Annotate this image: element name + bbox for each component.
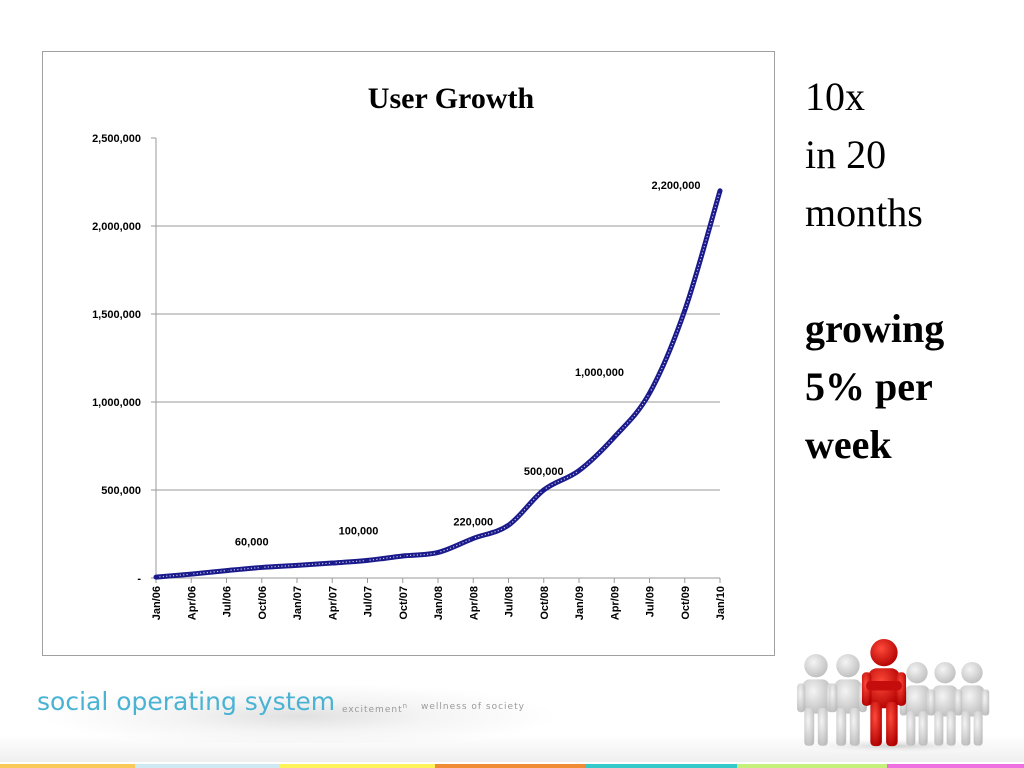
- color-strip-segment: [135, 764, 280, 768]
- brand-name: social operating system: [37, 687, 336, 716]
- color-strip-segment: [280, 764, 435, 768]
- brand-tagline-wellness: wellness of society: [421, 702, 525, 712]
- brand-logo: social operating system excitementn well…: [0, 665, 780, 755]
- x-tick-label: Apr/09: [609, 586, 621, 620]
- data-point: [577, 469, 581, 473]
- x-tick-label: Jan/10: [715, 586, 727, 620]
- x-tick-label: Jul/06: [222, 586, 234, 617]
- data-point: [542, 488, 546, 492]
- axes: [155, 138, 720, 579]
- data-point: [648, 391, 651, 395]
- callout-per: week: [805, 422, 892, 467]
- data-point: [260, 565, 264, 569]
- series-line: [153, 188, 723, 580]
- data-point: [471, 536, 475, 540]
- data-point: [436, 550, 440, 554]
- color-strip-segment: [585, 764, 737, 768]
- data-point: [612, 435, 616, 439]
- x-tick-label: Jan/08: [433, 586, 445, 620]
- callout-period: in 20: [805, 132, 887, 177]
- series-line-pattern: [155, 190, 721, 578]
- brand-tagline-excitement: excitementn: [342, 702, 408, 715]
- tagline-superscript: n: [402, 702, 409, 710]
- chart-frame: User Growth - 500,000 1,000,000 1,500,000 2,…: [42, 51, 775, 656]
- x-tick-label: Jul/07: [363, 586, 375, 617]
- data-point: [330, 561, 334, 565]
- data-labels: 60,000 100,000 220,000 500,000 1,000,000 2,20…: [235, 180, 701, 549]
- data-label: 100,000: [339, 525, 379, 537]
- x-tick-label: Jan/07: [292, 586, 304, 620]
- callout-gap: [805, 242, 1020, 300]
- data-point: [401, 554, 405, 558]
- x-tick-label: Jul/08: [504, 586, 516, 617]
- color-strip-segment: [0, 764, 135, 768]
- x-tick-label: Apr/08: [468, 586, 480, 620]
- y-tick-label: 2,000,000: [92, 221, 141, 233]
- x-tick-label: Apr/07: [327, 586, 339, 620]
- data-point: [189, 572, 193, 576]
- brand-swoosh-decoration: [40, 683, 560, 743]
- y-tick-label: 500,000: [101, 485, 141, 497]
- data-point: [507, 523, 510, 527]
- x-tick-label: Oct/09: [680, 586, 692, 620]
- data-point: [683, 308, 687, 312]
- callout-unit: months: [805, 190, 923, 235]
- data-point: [366, 558, 369, 562]
- team-member-figure: [829, 654, 867, 746]
- tagline-word: excitement: [342, 705, 403, 715]
- data-label: 60,000: [235, 536, 269, 548]
- data-point: [225, 569, 228, 573]
- footer-color-strip: [0, 764, 1024, 768]
- callout-growing: growing: [805, 306, 945, 351]
- callout-multiplier: 10x: [805, 74, 865, 119]
- color-strip-segment: [435, 764, 585, 768]
- y-tick-label: 1,500,000: [92, 309, 141, 321]
- callout-rate: 5% per: [805, 364, 933, 409]
- data-point: [295, 563, 299, 567]
- x-axis-ticks: Jan/06 Apr/06 Jul/06 Oct/06 Jan/07 Apr/07 Jul/…: [151, 578, 727, 620]
- data-label: 220,000: [453, 516, 493, 528]
- x-tick-label: Jan/09: [574, 586, 586, 620]
- x-tick-label: Oct/07: [398, 586, 410, 620]
- leader-figure: [861, 639, 907, 747]
- y-tick-label: 2,500,000: [92, 133, 141, 145]
- data-label: 1,000,000: [575, 367, 624, 379]
- color-strip-segment: [737, 764, 887, 768]
- gridlines: [156, 225, 720, 491]
- color-strip-segment: [887, 764, 1024, 768]
- x-tick-label: Oct/08: [539, 586, 551, 620]
- team-member-figure: [954, 662, 990, 746]
- x-tick-label: Jul/09: [645, 586, 657, 617]
- x-tick-label: Apr/06: [186, 586, 198, 620]
- y-axis-ticks: - 500,000 1,000,000 1,500,000 2,000,000 2,500…: [92, 133, 156, 585]
- x-tick-label: Oct/06: [257, 586, 269, 620]
- y-tick-label: -: [137, 573, 141, 585]
- team-member-figure: [797, 654, 835, 746]
- data-point: [154, 575, 158, 579]
- series-users: [153, 188, 723, 580]
- data-label: 2,200,000: [652, 180, 701, 192]
- user-growth-chart: User Growth - 500,000 1,000,000 1,500,000 2,…: [92, 82, 727, 620]
- y-tick-label: 1,000,000: [92, 397, 141, 409]
- x-tick-label: Jan/06: [151, 586, 163, 620]
- growth-callout: 10x in 20 months growing 5% per week: [805, 68, 1020, 474]
- data-point: [718, 189, 722, 193]
- data-label: 500,000: [524, 466, 564, 478]
- team-member-figure: [927, 662, 963, 746]
- team-leader-figures-icon: [786, 638, 1006, 756]
- chart-title: User Growth: [368, 82, 535, 115]
